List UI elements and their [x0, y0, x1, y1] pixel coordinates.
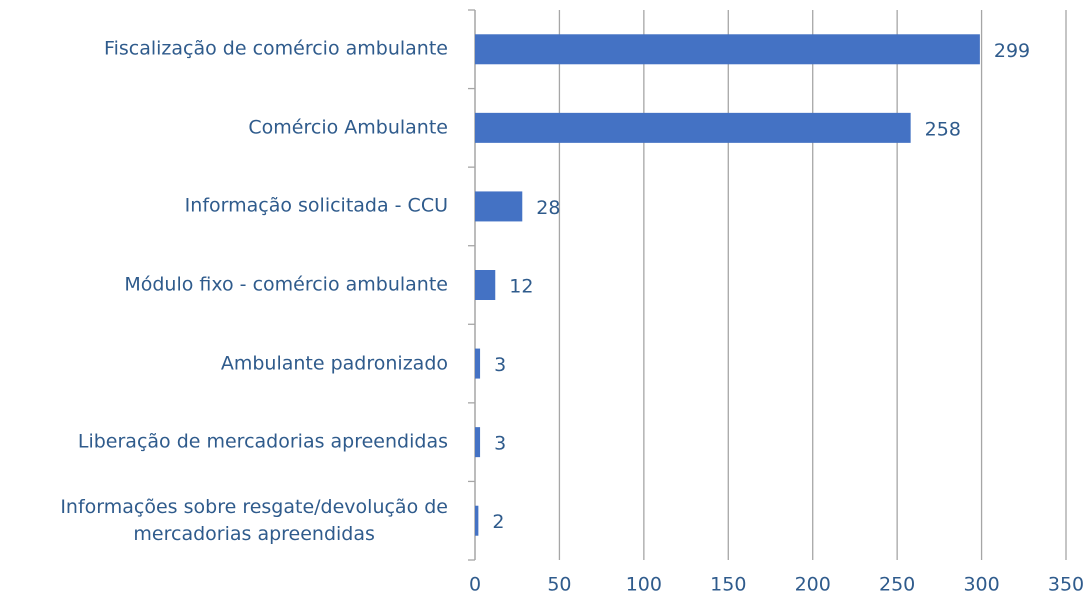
y-tick-label: Fiscalização de comércio ambulante — [104, 37, 448, 60]
y-tick-label: Ambulante padronizado — [220, 352, 448, 375]
bar — [475, 427, 481, 458]
x-tick-label: 100 — [626, 574, 662, 596]
y-tick-label: Informações sobre resgate/devolução de m… — [60, 495, 448, 545]
y-tick-label: Comércio Ambulante — [248, 116, 448, 139]
value-label: 12 — [509, 276, 533, 298]
bar — [475, 505, 479, 536]
y-tick-label: Módulo fixo - comércio ambulante — [124, 273, 448, 296]
y-tick-label: Informação solicitada - CCU — [184, 194, 448, 217]
value-label: 258 — [925, 118, 961, 140]
x-tick-label: 0 — [469, 574, 481, 596]
x-tick-label: 50 — [547, 574, 571, 596]
bar — [475, 112, 911, 143]
x-tick-label: 250 — [879, 574, 915, 596]
value-label: 3 — [494, 433, 506, 455]
value-label: 28 — [536, 197, 560, 219]
x-tick-label: 350 — [1048, 574, 1084, 596]
x-tick-label: 300 — [963, 574, 999, 596]
value-label: 3 — [494, 354, 506, 376]
value-label: 2 — [492, 511, 504, 533]
bar — [475, 348, 481, 379]
bar — [475, 191, 523, 222]
x-tick-label: 150 — [710, 574, 746, 596]
bar — [475, 270, 496, 300]
value-label: 299 — [994, 40, 1030, 62]
bar — [475, 34, 980, 65]
x-tick-label: 200 — [795, 574, 831, 596]
y-tick-label: Liberação de mercadorias apreendidas — [77, 430, 448, 453]
